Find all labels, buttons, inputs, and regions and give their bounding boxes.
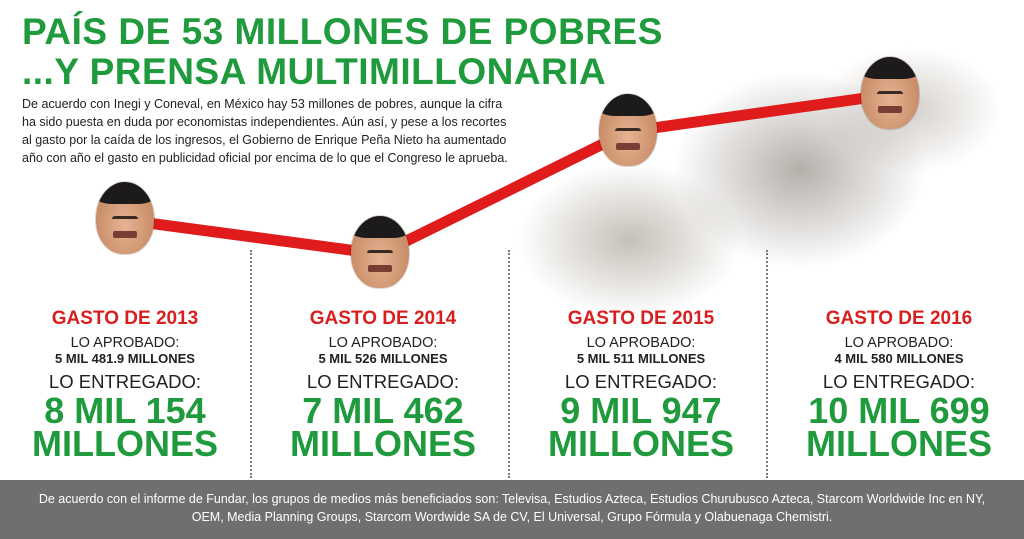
delivered-value-unit: MILLONES [548,423,734,464]
delivered-value-unit: MILLONES [290,423,476,464]
delivered-value-amount: 10 MIL 699 [808,390,990,431]
approved-value: 5 MIL 481.9 MILLONES [55,351,195,366]
delivered-label: LO ENTREGADO: [48,371,202,392]
column-divider [250,250,252,478]
page-title: PAÍS DE 53 MILLONES DE POBRES ...Y PRENS… [22,12,663,92]
delivered-label: LO ENTREGADO: [306,371,460,392]
title-line-1: PAÍS DE 53 MILLONES DE POBRES [22,11,663,52]
delivered-value: 8 MIL 154 MILLONES [0,390,250,464]
year-column-2015: GASTO DE 2015 LO APROBADO: 5 MIL 511 MIL… [516,308,766,464]
background-photo [470,0,1024,480]
line-layer [119,89,896,260]
approved-value: 5 MIL 511 MILLONES [576,351,706,366]
year-heading: GASTO DE 2013 [51,308,199,329]
column-divider [766,250,768,478]
footer-note: De acuerdo con el informe de Fundar, los… [0,480,1024,539]
year-column-2013: GASTO DE 2013 LO APROBADO: 5 MIL 481.9 M… [0,308,250,464]
year-heading: GASTO DE 2014 [309,308,457,329]
delivered-value-amount: 8 MIL 154 [44,390,206,431]
column-divider [508,250,510,478]
delivered-label: LO ENTREGADO: [564,371,718,392]
year-heading: GASTO DE 2015 [567,308,715,329]
data-point-face-2013 [96,181,154,254]
delivered-value: 7 MIL 462 MILLONES [258,390,508,464]
line-segment [622,89,896,138]
line-segment [119,214,386,260]
delivered-value-unit: MILLONES [806,423,992,464]
approved-label: LO APROBADO: [70,335,180,351]
data-point-face-2016 [861,56,919,129]
title-line-2: ...Y PRENSA MULTIMILLONARIA [22,51,607,92]
year-column-2014: GASTO DE 2014 LO APROBADO: 5 MIL 526 MIL… [258,308,508,464]
year-heading: GASTO DE 2016 [825,308,973,329]
intro-paragraph: De acuerdo con Inegi y Coneval, en Méxic… [22,97,508,165]
data-point-face-2014 [351,216,409,289]
spending-line-chart [119,89,896,260]
delivered-value-unit: MILLONES [32,423,218,464]
delivered-value-amount: 9 MIL 947 [560,390,722,431]
approved-label: LO APROBADO: [844,335,954,351]
delivered-value: 9 MIL 947 MILLONES [516,390,766,464]
delivered-value-amount: 7 MIL 462 [302,390,464,431]
line-segment [374,126,634,260]
year-column-2016: GASTO DE 2016 LO APROBADO: 4 MIL 580 MIL… [774,308,1024,464]
delivered-label: LO ENTREGADO: [822,371,976,392]
approved-label: LO APROBADO: [586,335,696,351]
approved-value: 5 MIL 526 MILLONES [318,351,448,366]
data-point-face-2015 [599,93,657,166]
approved-value: 4 MIL 580 MILLONES [834,351,964,366]
approved-label: LO APROBADO: [328,335,438,351]
delivered-value: 10 MIL 699 MILLONES [774,390,1024,464]
